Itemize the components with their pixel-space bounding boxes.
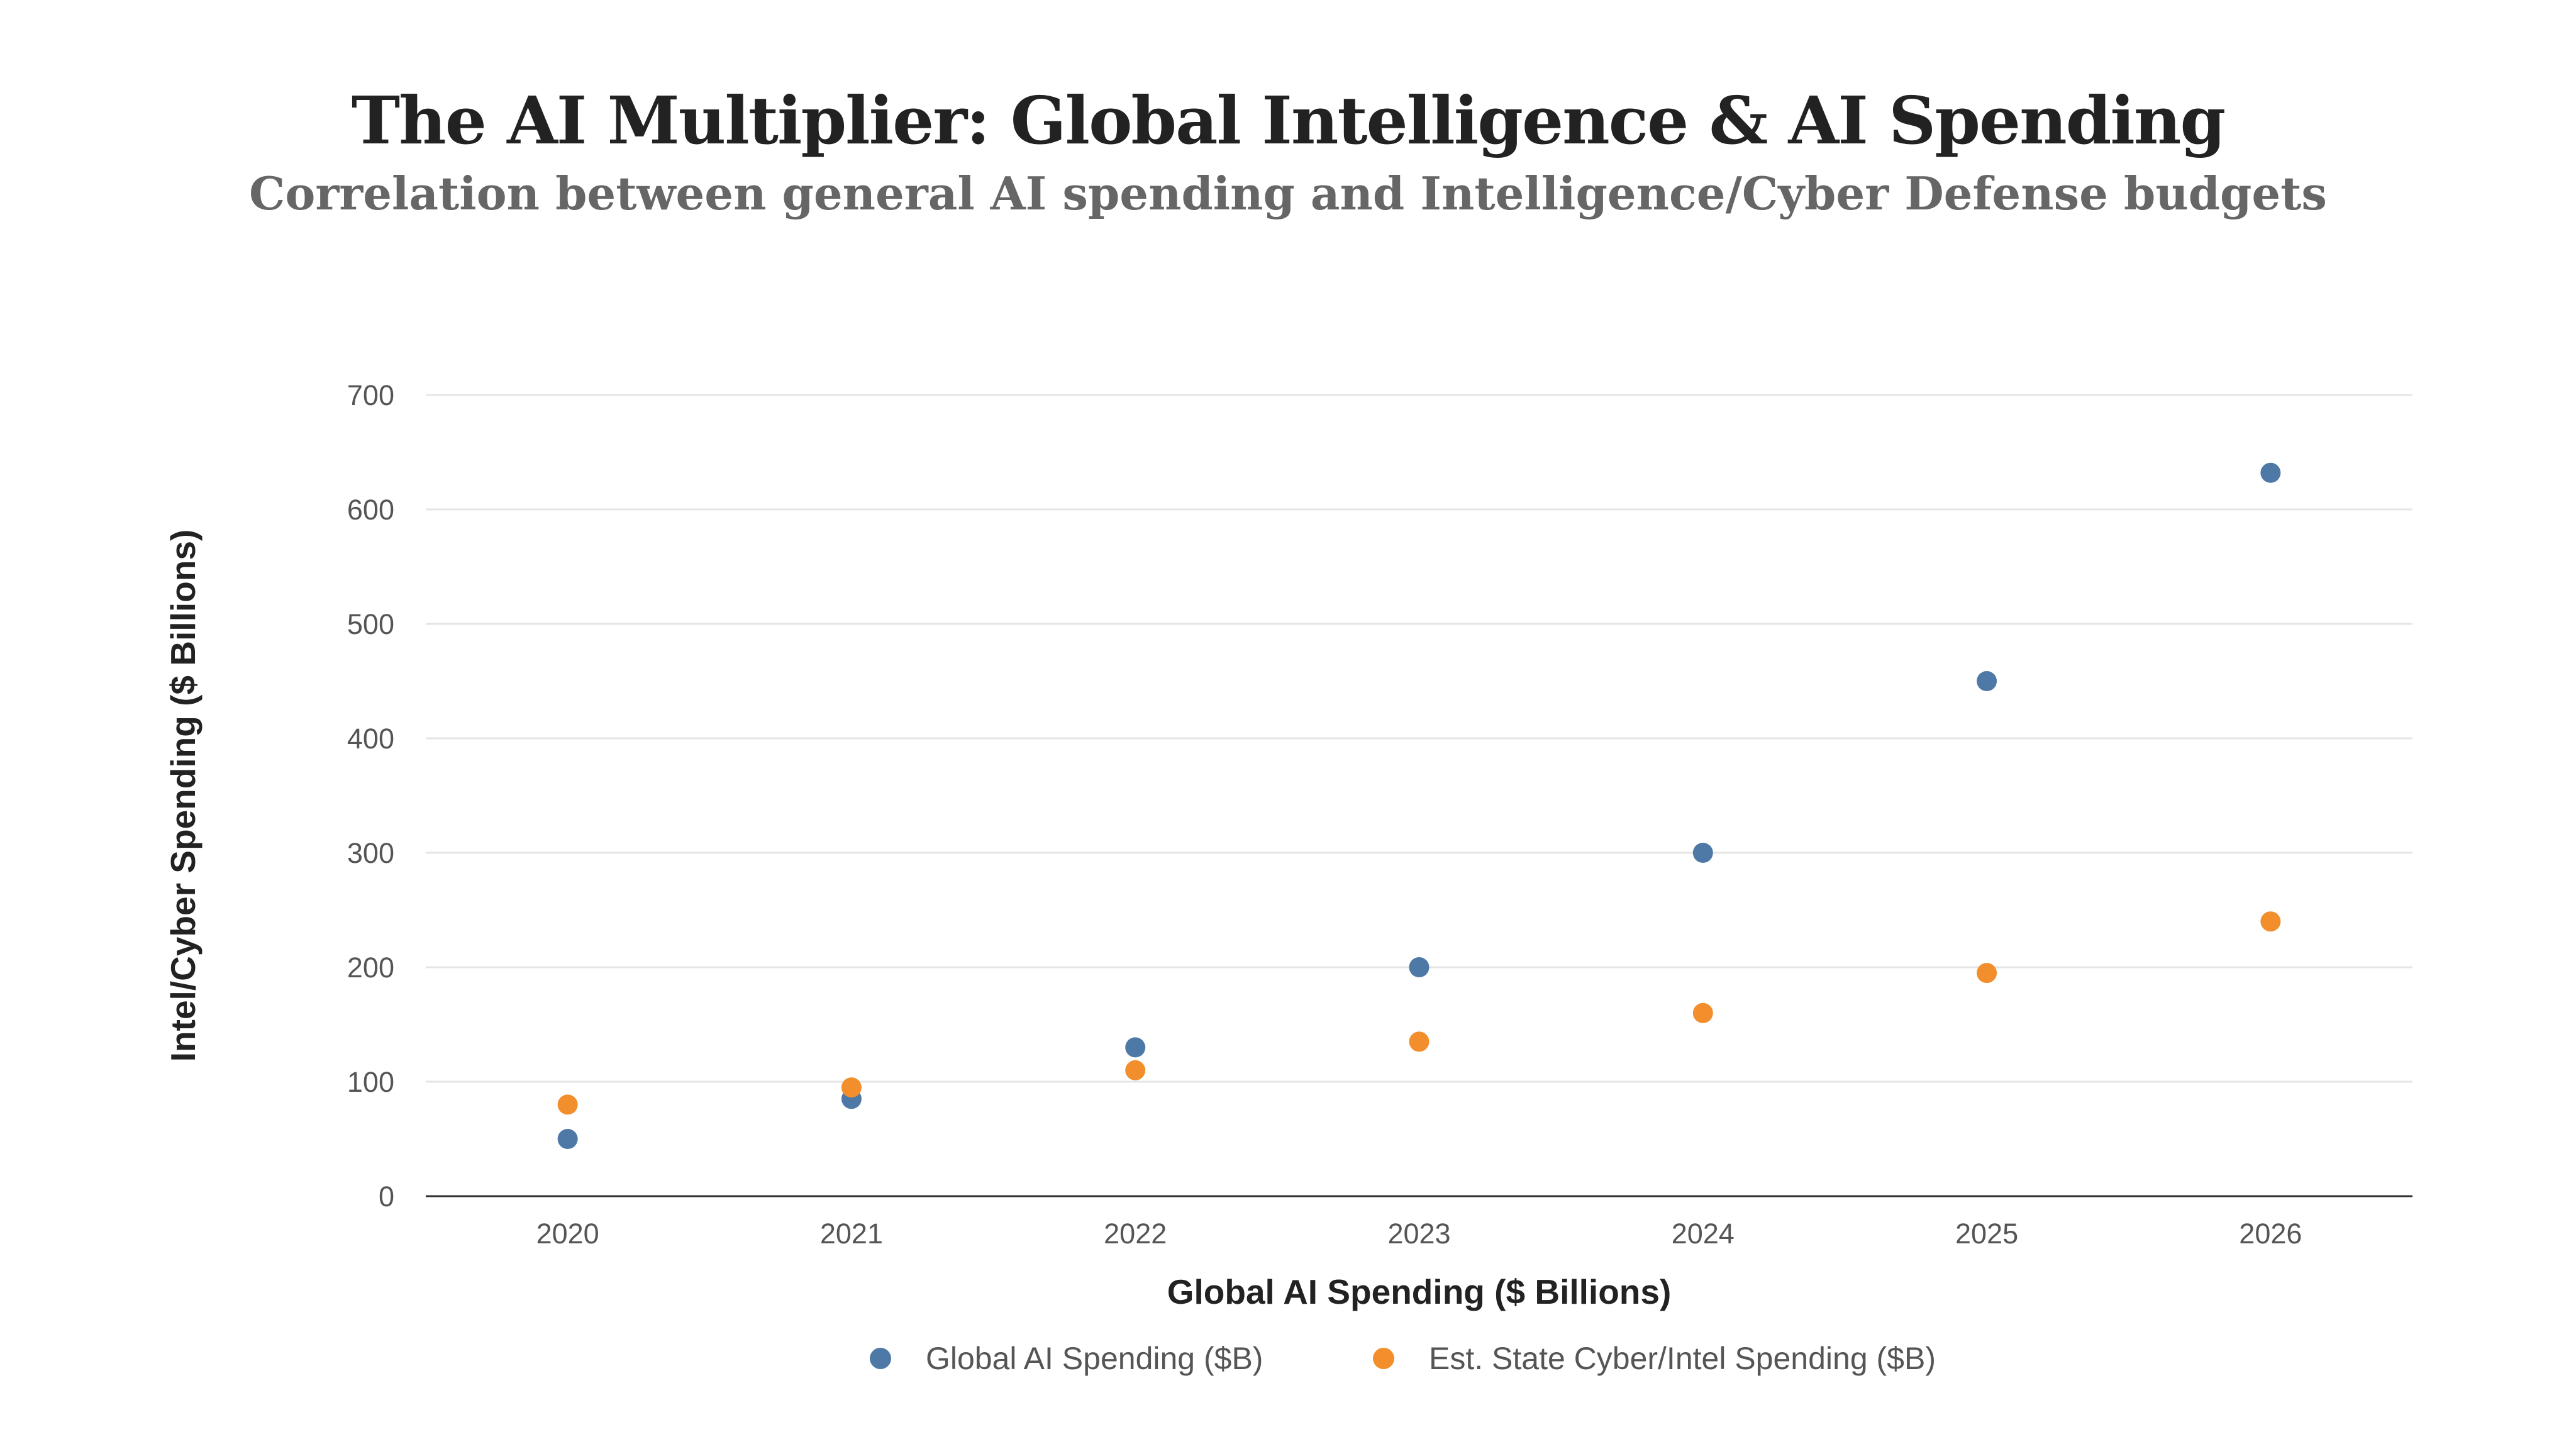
point-series1-2023[interactable] (1409, 957, 1430, 977)
y-axis-title: Intel/Cyber Spending ($ Billions) (164, 530, 203, 1062)
x-axis-ticks: 2020 2021 2022 2023 2024 2025 2026 (536, 1218, 2302, 1250)
y-tick-label: 100 (347, 1066, 394, 1098)
y-tick-label: 300 (347, 837, 394, 869)
point-series2-2022[interactable] (1125, 1060, 1146, 1080)
x-axis-title: Global AI Spending ($ Billions) (1167, 1272, 1672, 1311)
y-tick-label: 0 (379, 1180, 394, 1213)
legend-label-series2: Est. State Cyber/Intel Spending ($B) (1429, 1341, 1936, 1376)
chart-title: The AI Multiplier: Global Intelligence &… (351, 82, 2226, 159)
legend-marker-series1 (870, 1348, 891, 1369)
legend-marker-series2 (1373, 1348, 1394, 1369)
y-tick-label: 700 (347, 379, 394, 411)
y-tick-label: 600 (347, 494, 394, 526)
point-series1-2026[interactable] (2260, 462, 2281, 483)
x-tick-label: 2026 (2239, 1218, 2302, 1250)
y-tick-label: 400 (347, 723, 394, 755)
y-tick-label: 500 (347, 608, 394, 640)
data-points (557, 462, 2281, 1149)
legend-label-series1: Global AI Spending ($B) (926, 1341, 1263, 1376)
point-series2-2025[interactable] (1977, 963, 1997, 984)
point-series1-2025[interactable] (1977, 671, 1997, 691)
legend: Global AI Spending ($B) Est. State Cyber/… (870, 1341, 1936, 1376)
point-series1-2020[interactable] (557, 1129, 578, 1149)
point-series2-2020[interactable] (557, 1094, 578, 1115)
x-tick-label: 2023 (1387, 1218, 1450, 1250)
grid-lines (426, 394, 2412, 1083)
point-series1-2022[interactable] (1125, 1037, 1146, 1058)
point-series2-2021[interactable] (841, 1077, 862, 1098)
x-tick-label: 2024 (1672, 1218, 1735, 1250)
y-tick-label: 200 (347, 952, 394, 984)
x-tick-label: 2025 (1955, 1218, 2018, 1250)
chart-subtitle: Correlation between general AI spending … (249, 167, 2327, 220)
point-series2-2024[interactable] (1692, 1002, 1713, 1023)
point-series2-2026[interactable] (2260, 911, 2281, 932)
y-axis-ticks: 0 100 200 300 400 500 600 700 (347, 379, 394, 1213)
x-tick-label: 2022 (1104, 1218, 1167, 1250)
x-tick-label: 2021 (820, 1218, 883, 1250)
x-tick-label: 2020 (536, 1218, 599, 1250)
point-series2-2023[interactable] (1409, 1031, 1430, 1052)
point-series1-2024[interactable] (1692, 843, 1713, 863)
